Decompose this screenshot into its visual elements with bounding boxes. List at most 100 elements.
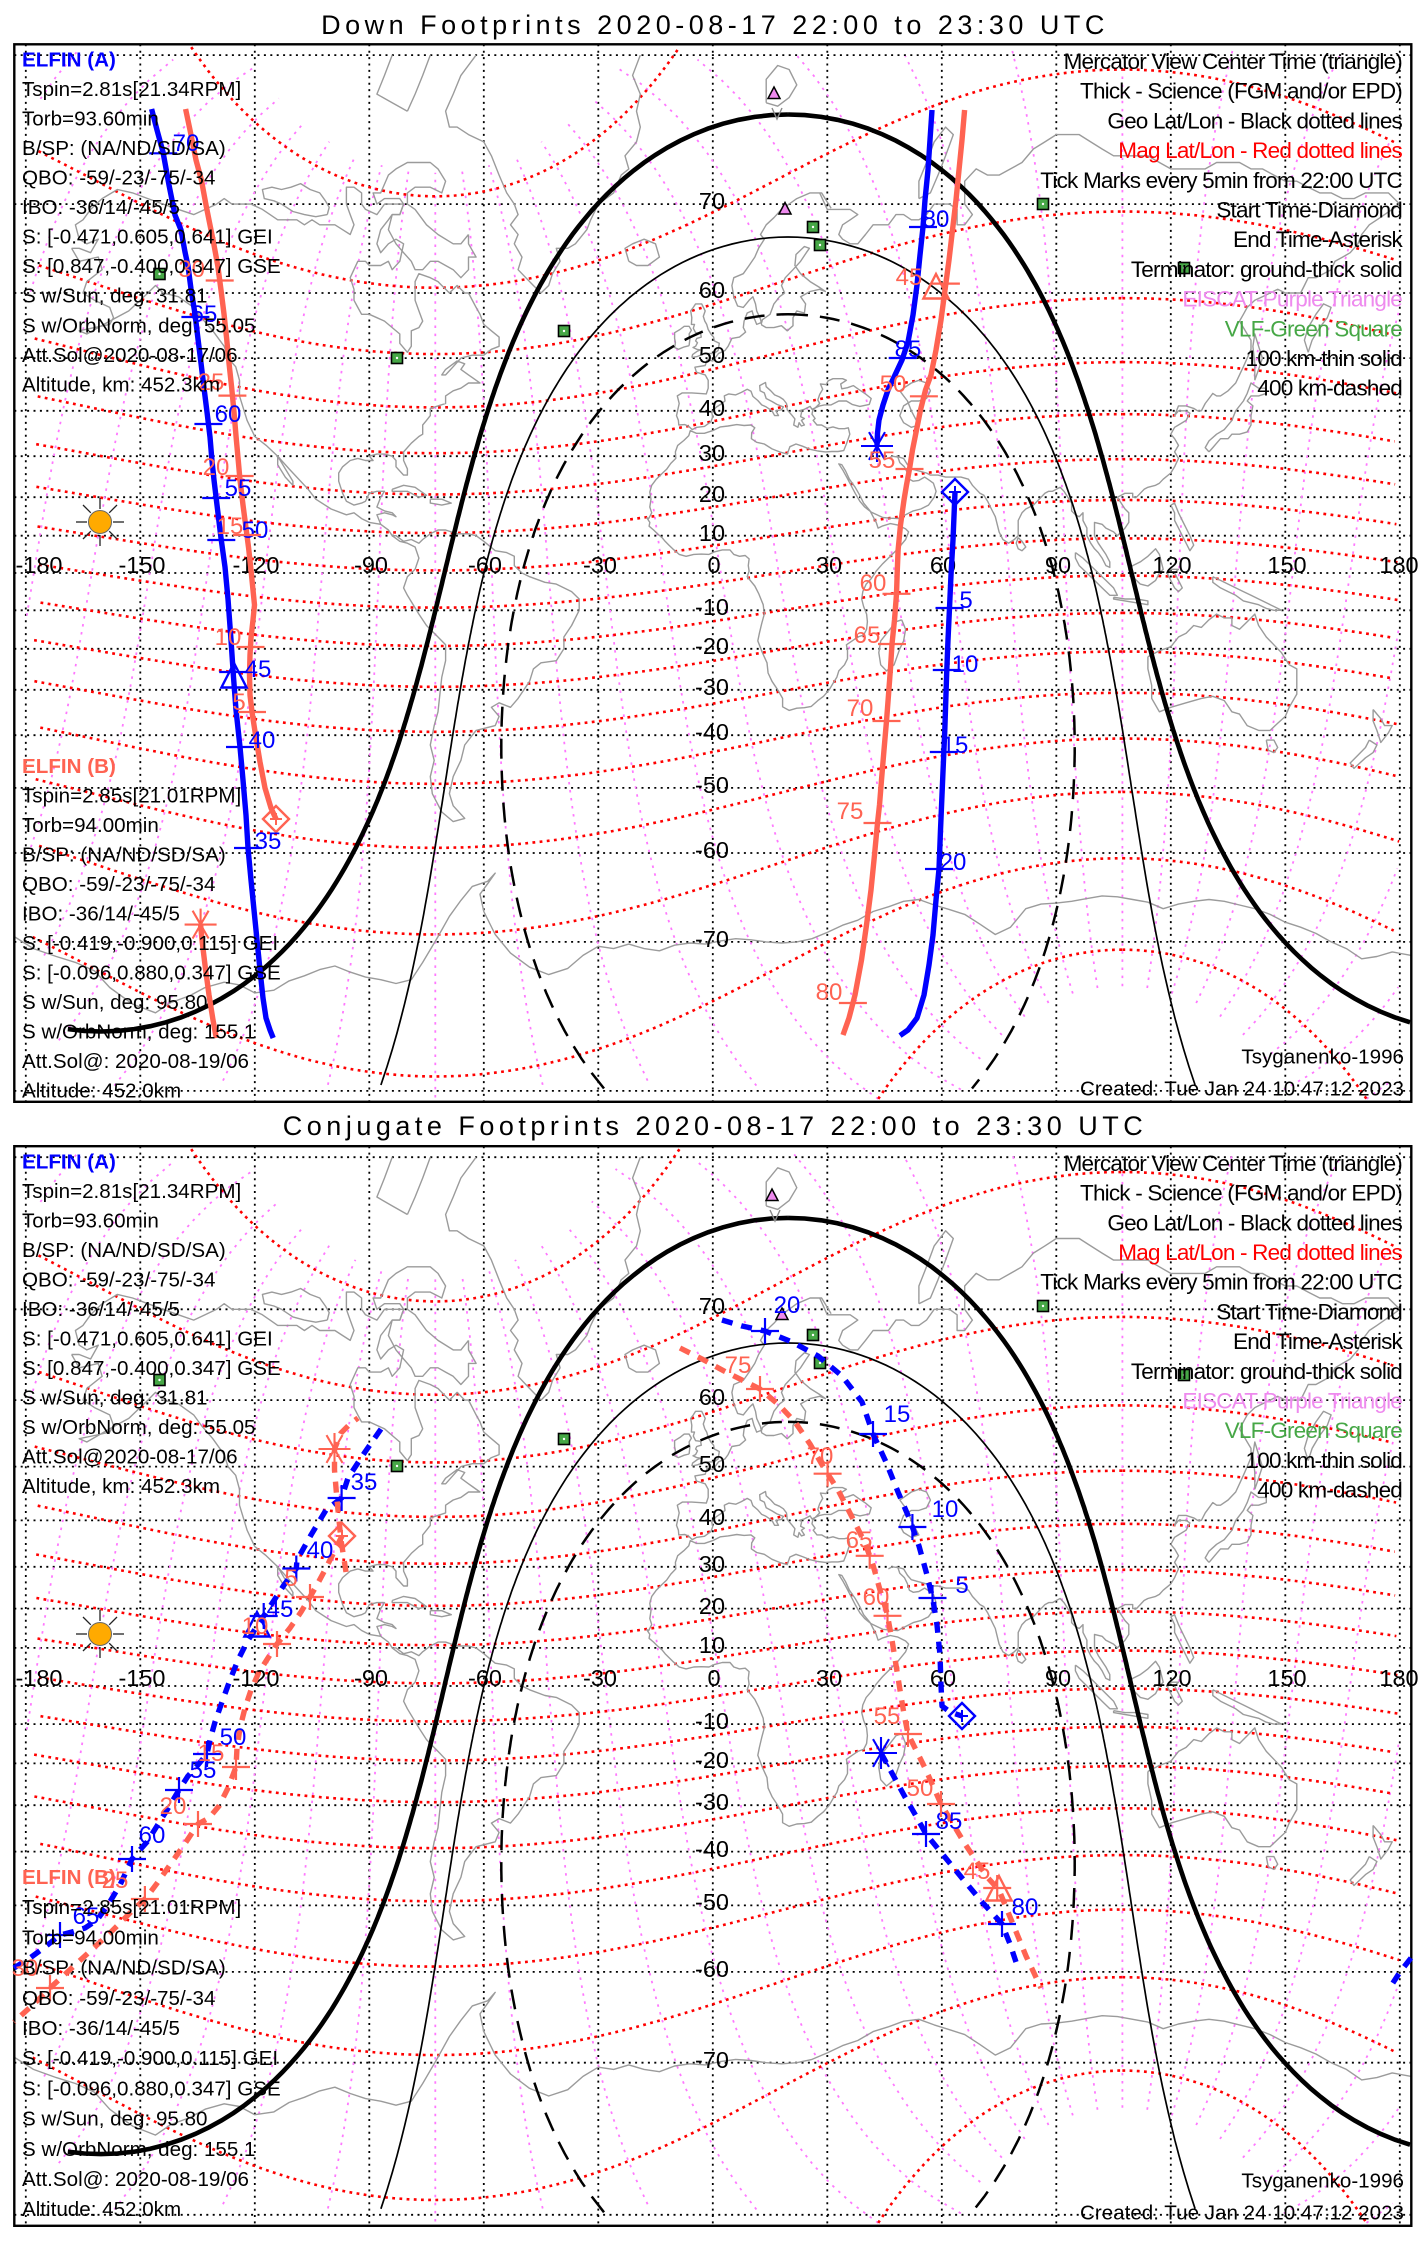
svg-text:50: 50 bbox=[880, 371, 907, 398]
svg-text:IBO: -36/14/-45/5: IBO: -36/14/-45/5 bbox=[22, 2017, 180, 2040]
svg-text:50: 50 bbox=[220, 1724, 247, 1751]
svg-text:-20: -20 bbox=[695, 633, 729, 659]
svg-text:10: 10 bbox=[932, 1496, 959, 1523]
svg-text:60: 60 bbox=[699, 277, 725, 303]
svg-text:QBO: -59/-23/-75/-34: QBO: -59/-23/-75/-34 bbox=[22, 167, 215, 190]
svg-text:35: 35 bbox=[255, 828, 282, 855]
svg-text:70: 70 bbox=[699, 1293, 725, 1319]
svg-text:VLF-Green Square: VLF-Green Square bbox=[1225, 316, 1403, 341]
svg-text:QBO: -59/-23/-75/-34: QBO: -59/-23/-75/-34 bbox=[22, 1269, 215, 1292]
svg-text:45: 45 bbox=[964, 1858, 991, 1885]
svg-text:70: 70 bbox=[699, 188, 725, 214]
svg-text:80: 80 bbox=[1012, 1894, 1039, 1921]
svg-text:30: 30 bbox=[178, 256, 205, 283]
svg-text:60: 60 bbox=[215, 401, 242, 428]
svg-text:100 km-thin solid: 100 km-thin solid bbox=[1246, 346, 1403, 371]
svg-text:IBO: -36/14/-45/5: IBO: -36/14/-45/5 bbox=[22, 1298, 180, 1321]
svg-text:65: 65 bbox=[846, 1527, 873, 1554]
svg-text:-10: -10 bbox=[695, 1708, 729, 1734]
svg-text:Mag Lat/Lon - Red dotted lines: Mag Lat/Lon - Red dotted lines bbox=[1118, 1240, 1402, 1265]
svg-text:25: 25 bbox=[102, 1867, 129, 1894]
svg-text:B/SP: (NA/ND/SD/SA): B/SP: (NA/ND/SD/SA) bbox=[22, 1957, 226, 1980]
svg-text:Tspin=2.85s[21.01RPM]: Tspin=2.85s[21.01RPM] bbox=[22, 785, 241, 808]
svg-text:50: 50 bbox=[699, 1451, 725, 1477]
svg-text:Att.Sol@: 2020-08-19/06: Att.Sol@: 2020-08-19/06 bbox=[22, 2168, 249, 2191]
svg-text:Torb=93.60min: Torb=93.60min bbox=[22, 108, 159, 131]
svg-text:15: 15 bbox=[942, 732, 969, 759]
svg-text:-180: -180 bbox=[15, 1665, 62, 1691]
svg-text:55: 55 bbox=[874, 1703, 901, 1730]
svg-text:400 km-dashed: 400 km-dashed bbox=[1257, 1478, 1402, 1503]
svg-text:40: 40 bbox=[249, 727, 276, 754]
svg-text:60: 60 bbox=[139, 1822, 166, 1849]
svg-text:EISCAT-Purple Triangle: EISCAT-Purple Triangle bbox=[1182, 1389, 1402, 1414]
svg-text:End Time-Asterisk: End Time-Asterisk bbox=[1233, 227, 1403, 252]
svg-text:-50: -50 bbox=[695, 772, 729, 798]
svg-text:Att.Sol@: 2020-08-19/06: Att.Sol@: 2020-08-19/06 bbox=[22, 1050, 249, 1073]
svg-text:55: 55 bbox=[869, 447, 896, 474]
svg-text:Created: Tue Jan 24 10:47:12 2: Created: Tue Jan 24 10:47:12 2023 bbox=[1080, 2201, 1404, 2224]
svg-text:S w/OrbNorm, deg: 155.1: S w/OrbNorm, deg: 155.1 bbox=[22, 1021, 256, 1044]
svg-text:S: [-0.471,0.605,0.641] GEI: S: [-0.471,0.605,0.641] GEI bbox=[22, 1328, 273, 1351]
svg-text:15: 15 bbox=[884, 1401, 911, 1428]
svg-text:30: 30 bbox=[816, 552, 842, 578]
svg-text:Att.Sol@2020-08-17/06: Att.Sol@2020-08-17/06 bbox=[22, 344, 238, 367]
svg-text:S w/Sun, deg: 95.80: S w/Sun, deg: 95.80 bbox=[22, 2108, 207, 2131]
svg-text:Tick Marks every 5min from 22:: Tick Marks every 5min from 22:00 UTC bbox=[1040, 168, 1402, 193]
svg-text:Tspin=2.85s[21.01RPM]: Tspin=2.85s[21.01RPM] bbox=[22, 1896, 241, 1919]
svg-text:150: 150 bbox=[1267, 1665, 1306, 1691]
svg-text:75: 75 bbox=[837, 798, 864, 825]
svg-text:20: 20 bbox=[940, 849, 967, 876]
svg-text:20: 20 bbox=[699, 1593, 725, 1619]
svg-text:30: 30 bbox=[699, 440, 725, 466]
svg-text:S w/OrbNorm, deg: 55.05: S w/OrbNorm, deg: 55.05 bbox=[22, 314, 256, 337]
svg-text:-120: -120 bbox=[232, 552, 279, 578]
svg-text:65: 65 bbox=[854, 622, 881, 649]
svg-text:10: 10 bbox=[215, 624, 242, 651]
svg-text:180: 180 bbox=[1379, 1665, 1418, 1691]
svg-text:Torb=93.60min: Torb=93.60min bbox=[22, 1209, 159, 1232]
svg-text:-50: -50 bbox=[695, 1889, 729, 1915]
svg-text:55: 55 bbox=[225, 475, 252, 502]
svg-text:Start Time-Diamond: Start Time-Diamond bbox=[1216, 1299, 1402, 1324]
svg-text:45: 45 bbox=[267, 1596, 294, 1623]
svg-text:Altitude: 452.0km: Altitude: 452.0km bbox=[22, 1080, 181, 1103]
svg-text:5: 5 bbox=[284, 1565, 297, 1592]
svg-text:55: 55 bbox=[190, 1757, 217, 1784]
svg-text:Tspin=2.81s[21.34RPM]: Tspin=2.81s[21.34RPM] bbox=[22, 78, 241, 101]
svg-text:20: 20 bbox=[203, 454, 230, 481]
svg-text:Conjugate Footprints 2020-08-1: Conjugate Footprints 2020-08-17 22:00 to… bbox=[283, 1111, 1147, 1141]
svg-text:85: 85 bbox=[895, 336, 922, 363]
svg-text:180: 180 bbox=[1379, 552, 1418, 578]
svg-text:Mercator View Center Time (tri: Mercator View Center Time (triangle) bbox=[1064, 49, 1403, 74]
svg-text:Tick Marks every 5min from 22:: Tick Marks every 5min from 22:00 UTC bbox=[1040, 1270, 1402, 1295]
svg-text:-30: -30 bbox=[695, 1789, 729, 1815]
svg-text:30: 30 bbox=[816, 1665, 842, 1691]
svg-text:Terminator: ground-thick solid: Terminator: ground-thick solid bbox=[1131, 1359, 1402, 1384]
svg-text:40: 40 bbox=[699, 395, 725, 421]
svg-text:5: 5 bbox=[232, 689, 245, 716]
svg-text:65: 65 bbox=[191, 301, 218, 328]
svg-text:10: 10 bbox=[242, 1613, 269, 1640]
svg-text:100 km-thin solid: 100 km-thin solid bbox=[1246, 1448, 1403, 1473]
svg-text:Down Footprints 2020-08-17 22:: Down Footprints 2020-08-17 22:00 to 23:3… bbox=[321, 10, 1109, 40]
svg-text:Geo Lat/Lon - Black dotted lin: Geo Lat/Lon - Black dotted lines bbox=[1107, 1210, 1402, 1235]
svg-text:-150: -150 bbox=[118, 552, 165, 578]
svg-text:5: 5 bbox=[955, 1572, 968, 1599]
svg-text:Mag Lat/Lon - Red dotted lines: Mag Lat/Lon - Red dotted lines bbox=[1118, 138, 1402, 163]
svg-text:S: [0.847,-0.400,0.347] GSE: S: [0.847,-0.400,0.347] GSE bbox=[22, 1357, 281, 1380]
svg-text:ELFIN (A): ELFIN (A) bbox=[22, 48, 116, 71]
svg-text:40: 40 bbox=[307, 1537, 334, 1564]
svg-text:80: 80 bbox=[923, 206, 950, 233]
svg-text:50: 50 bbox=[242, 517, 269, 544]
svg-text:Thick - Science (FGM and/or EP: Thick - Science (FGM and/or EPD) bbox=[1080, 79, 1402, 104]
svg-text:-90: -90 bbox=[354, 552, 388, 578]
svg-text:S: [-0.419,-0.900,0.115] GEI: S: [-0.419,-0.900,0.115] GEI bbox=[22, 932, 278, 955]
svg-text:VLF-Green Square: VLF-Green Square bbox=[1225, 1418, 1403, 1443]
svg-text:20: 20 bbox=[160, 1793, 187, 1820]
svg-text:45: 45 bbox=[245, 656, 272, 683]
svg-text:-60: -60 bbox=[695, 837, 729, 863]
svg-text:Tspin=2.81s[21.34RPM]: Tspin=2.81s[21.34RPM] bbox=[22, 1180, 241, 1203]
svg-text:45: 45 bbox=[896, 264, 923, 291]
svg-text:Altitude, km: 452.3km: Altitude, km: 452.3km bbox=[22, 1475, 220, 1498]
